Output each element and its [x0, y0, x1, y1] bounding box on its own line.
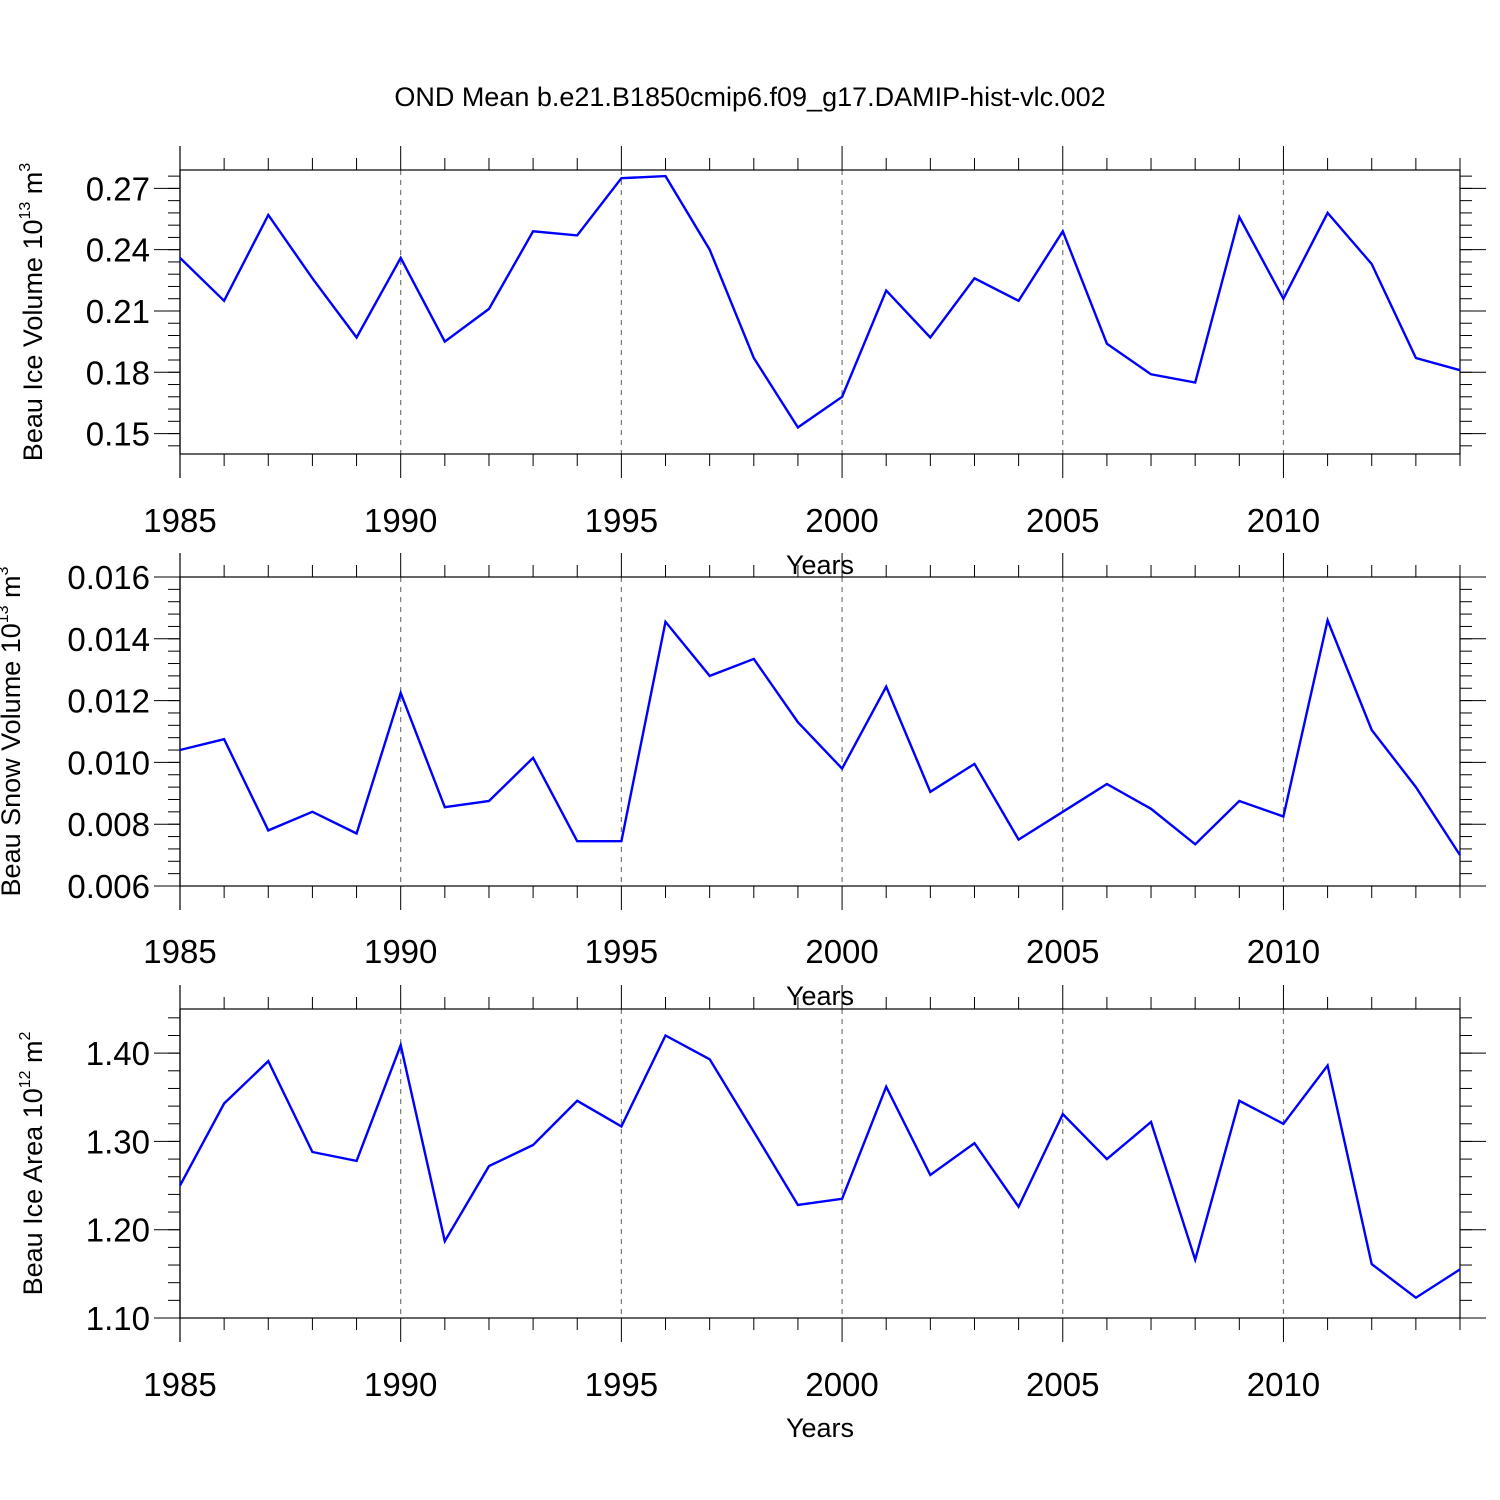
y-tick-label: 1.20 [86, 1212, 150, 1249]
y-axis-title-unit: m [18, 172, 48, 202]
panel-3: 1985 1990 1995 2000 2005 2010 Years 1.10 1.20 1.3… [17, 985, 1486, 1443]
x-tick-label: 1990 [364, 933, 437, 970]
y-axis-title-text: Beau Ice Area 10 [18, 1088, 48, 1295]
x-tick-label: 2005 [1026, 933, 1099, 970]
y-tick-label: 0.24 [86, 232, 150, 269]
x-tick-label: 1990 [364, 502, 437, 539]
x-tick-label: 2010 [1247, 502, 1320, 539]
x-tick-label: 2005 [1026, 1366, 1099, 1403]
x-axis-title: Years [786, 1413, 854, 1443]
y-tick-label: 0.21 [86, 293, 150, 330]
x-axis-title: Years [786, 550, 854, 580]
panel-1: 1985 1990 1995 2000 2005 2010 Years 0.15 0.18 0.2… [17, 146, 1486, 580]
x-tick-label: 2000 [805, 1366, 878, 1403]
y-tick-label: 0.010 [67, 744, 150, 781]
x-tick-label: 2005 [1026, 502, 1099, 539]
y-tick-label: 0.016 [67, 559, 150, 596]
x-tick-label: 1985 [143, 502, 216, 539]
y-axis-title: Beau Ice Area 1012 m2 [17, 1031, 48, 1295]
y-tick-label: 0.014 [67, 621, 150, 658]
x-tick-label: 1990 [364, 1366, 437, 1403]
plot-frame [179, 1008, 1461, 1319]
y-axis-title-unit: m [0, 575, 26, 605]
x-tick-label: 1985 [143, 1366, 216, 1403]
y-tick-label: 0.15 [86, 416, 150, 453]
y-axis-title-unit-exponent: 2 [17, 1031, 34, 1040]
y-axis-title-exponent: 13 [0, 605, 12, 623]
x-axis-title: Years [786, 981, 854, 1011]
y-tick-label: 1.10 [86, 1300, 150, 1337]
y-axis-title: Beau Ice Volume 1013 m3 [17, 163, 48, 461]
y-tick-label: 1.30 [86, 1123, 150, 1160]
chart-title: OND Mean b.e21.B1850cmip6.f09_g17.DAMIP-… [394, 82, 1105, 112]
x-tick-label: 2000 [805, 933, 878, 970]
panel-2: 1985 1990 1995 2000 2005 2010 Years 0.006 0.008 0… [0, 553, 1486, 1011]
x-tick-label: 2010 [1247, 933, 1320, 970]
series-line [179, 616, 1462, 856]
y-tick-label: 0.012 [67, 683, 150, 720]
x-tick-label: 2000 [805, 502, 878, 539]
plot-frame [179, 576, 1461, 887]
y-axis-title-unit-exponent: 3 [17, 163, 34, 172]
x-tick-label: 1995 [585, 502, 658, 539]
y-axis-title: Beau Snow Volume 1013 m3 [0, 566, 26, 896]
series-line [179, 174, 1461, 430]
y-tick-label: 0.27 [86, 170, 150, 207]
y-tick-label: 0.008 [67, 806, 150, 843]
y-axis-title-text: Beau Snow Volume 10 [0, 623, 26, 896]
x-tick-label: 1995 [585, 1366, 658, 1403]
x-tick-label: 1985 [143, 933, 216, 970]
y-axis-title-unit: m [18, 1040, 48, 1070]
series-line [178, 1033, 1461, 1300]
x-tick-label: 2010 [1247, 1366, 1320, 1403]
y-tick-label: 1.40 [86, 1035, 150, 1072]
y-axis-title-exponent: 12 [17, 1070, 34, 1088]
y-axis-title-unit-exponent: 3 [0, 566, 12, 575]
x-tick-label: 1995 [585, 933, 658, 970]
y-axis-title-exponent: 13 [17, 202, 34, 220]
y-axis-title-text: Beau Ice Volume 10 [18, 220, 48, 462]
y-tick-label: 0.006 [67, 868, 150, 905]
chart-panels: 1985 1990 1995 2000 2005 2010 Years 0.15 0.18 0.2… [0, 146, 1486, 1443]
y-tick-label: 0.18 [86, 354, 150, 391]
